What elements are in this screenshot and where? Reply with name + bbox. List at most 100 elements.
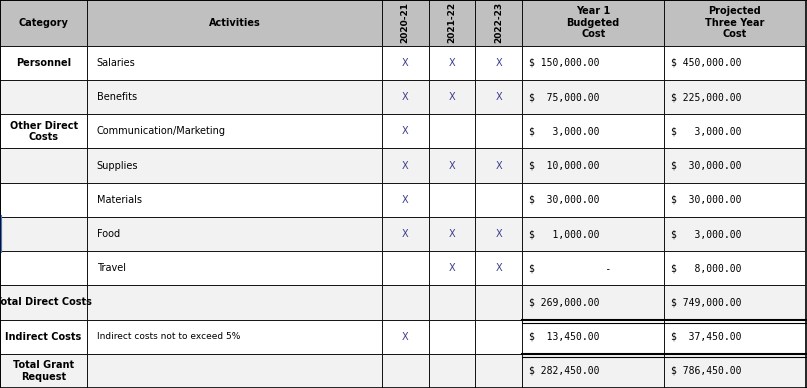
Text: $ 282,450.00: $ 282,450.00 bbox=[529, 366, 599, 376]
Bar bbox=[664, 354, 805, 388]
Text: X: X bbox=[449, 92, 455, 102]
Text: 2020-21: 2020-21 bbox=[400, 2, 410, 43]
Bar bbox=[429, 320, 475, 354]
Text: $   1,000.00: $ 1,000.00 bbox=[529, 229, 599, 239]
Text: $ 269,000.00: $ 269,000.00 bbox=[529, 298, 599, 307]
Bar bbox=[429, 354, 475, 388]
Bar bbox=[87, 114, 382, 149]
Bar bbox=[429, 46, 475, 80]
Bar bbox=[522, 0, 664, 46]
Bar bbox=[87, 0, 382, 46]
Text: Travel: Travel bbox=[97, 263, 126, 273]
Text: Materials: Materials bbox=[97, 195, 142, 205]
Bar bbox=[522, 320, 664, 354]
Bar bbox=[382, 354, 429, 388]
Bar bbox=[475, 80, 522, 114]
Text: X: X bbox=[402, 229, 408, 239]
Text: 2021-22: 2021-22 bbox=[447, 2, 457, 43]
Text: X: X bbox=[449, 58, 455, 68]
Text: X: X bbox=[402, 161, 408, 171]
Text: Year 1
Budgeted
Cost: Year 1 Budgeted Cost bbox=[567, 6, 620, 40]
Text: Supplies: Supplies bbox=[97, 161, 138, 171]
Bar bbox=[87, 80, 382, 114]
Text: Communication/Marketing: Communication/Marketing bbox=[97, 126, 226, 136]
Bar bbox=[664, 114, 805, 149]
Text: $  30,000.00: $ 30,000.00 bbox=[529, 195, 599, 205]
Bar bbox=[0, 80, 87, 114]
Bar bbox=[475, 183, 522, 217]
Bar bbox=[0, 0, 87, 46]
Text: $   3,000.00: $ 3,000.00 bbox=[671, 126, 741, 136]
Bar bbox=[382, 114, 429, 149]
Bar bbox=[87, 251, 382, 285]
Text: $  30,000.00: $ 30,000.00 bbox=[671, 195, 741, 205]
Bar bbox=[382, 217, 429, 251]
Bar bbox=[429, 217, 475, 251]
Text: $ 150,000.00: $ 150,000.00 bbox=[529, 58, 599, 68]
Bar bbox=[475, 149, 522, 183]
Bar bbox=[664, 285, 805, 320]
Bar bbox=[522, 217, 664, 251]
Text: Category: Category bbox=[19, 18, 69, 28]
Bar bbox=[429, 114, 475, 149]
Text: Activities: Activities bbox=[208, 18, 261, 28]
Text: X: X bbox=[402, 58, 408, 68]
Text: X: X bbox=[402, 332, 408, 342]
Bar bbox=[429, 80, 475, 114]
Bar bbox=[475, 217, 522, 251]
Bar bbox=[664, 80, 805, 114]
Text: Other Direct
Costs: Other Direct Costs bbox=[10, 121, 77, 142]
Text: $ 749,000.00: $ 749,000.00 bbox=[671, 298, 741, 307]
Bar bbox=[0, 217, 87, 251]
Bar bbox=[0, 320, 87, 354]
Bar bbox=[87, 149, 382, 183]
Bar bbox=[522, 354, 664, 388]
Text: $  75,000.00: $ 75,000.00 bbox=[529, 92, 599, 102]
Bar bbox=[0, 114, 87, 149]
Bar bbox=[664, 149, 805, 183]
Bar bbox=[664, 46, 805, 80]
Text: X: X bbox=[495, 161, 502, 171]
Text: X: X bbox=[402, 126, 408, 136]
Bar bbox=[382, 46, 429, 80]
Bar bbox=[475, 354, 522, 388]
Text: $  13,450.00: $ 13,450.00 bbox=[529, 332, 599, 342]
Text: Food: Food bbox=[97, 229, 120, 239]
Text: X: X bbox=[495, 263, 502, 273]
Bar bbox=[522, 114, 664, 149]
Bar bbox=[475, 285, 522, 320]
Bar bbox=[382, 251, 429, 285]
Bar bbox=[429, 149, 475, 183]
Text: Indirect Costs: Indirect Costs bbox=[6, 332, 82, 342]
Bar bbox=[87, 320, 382, 354]
Bar bbox=[0, 46, 87, 80]
Bar bbox=[87, 354, 382, 388]
Text: Salaries: Salaries bbox=[97, 58, 136, 68]
Bar bbox=[429, 251, 475, 285]
Text: $   3,000.00: $ 3,000.00 bbox=[529, 126, 599, 136]
Text: X: X bbox=[449, 263, 455, 273]
Text: $  30,000.00: $ 30,000.00 bbox=[671, 161, 741, 171]
Text: Indirect costs not to exceed 5%: Indirect costs not to exceed 5% bbox=[97, 332, 240, 341]
Text: Total Grant
Request: Total Grant Request bbox=[13, 360, 74, 382]
Bar bbox=[664, 183, 805, 217]
Text: X: X bbox=[402, 92, 408, 102]
Bar bbox=[522, 149, 664, 183]
Text: $            -: $ - bbox=[529, 263, 611, 273]
Text: Total Direct Costs: Total Direct Costs bbox=[0, 298, 92, 307]
Bar bbox=[382, 183, 429, 217]
Text: 2022-23: 2022-23 bbox=[494, 2, 504, 43]
Text: $ 450,000.00: $ 450,000.00 bbox=[671, 58, 741, 68]
Text: $ 786,450.00: $ 786,450.00 bbox=[671, 366, 741, 376]
Bar bbox=[87, 183, 382, 217]
Bar bbox=[475, 0, 522, 46]
Text: X: X bbox=[495, 58, 502, 68]
Bar bbox=[522, 46, 664, 80]
Bar bbox=[87, 217, 382, 251]
Text: X: X bbox=[402, 195, 408, 205]
Bar bbox=[522, 183, 664, 217]
Bar bbox=[475, 251, 522, 285]
Bar bbox=[522, 80, 664, 114]
Bar bbox=[664, 251, 805, 285]
Bar bbox=[429, 183, 475, 217]
